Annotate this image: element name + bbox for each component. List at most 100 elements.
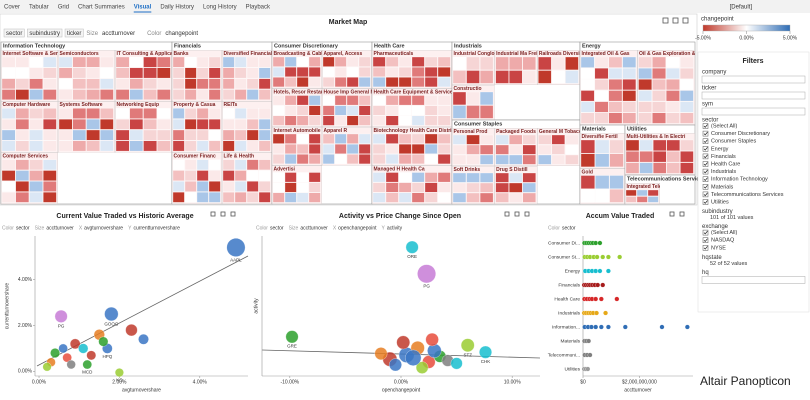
checkbox[interactable] <box>702 245 709 251</box>
dot[interactable] <box>595 282 601 288</box>
point[interactable] <box>125 324 138 337</box>
point[interactable] <box>405 349 422 366</box>
chart-control[interactable]: acctturnover <box>46 225 74 231</box>
chart-control[interactable]: currentturnovershare <box>133 225 180 231</box>
dot[interactable] <box>605 324 611 330</box>
tab[interactable]: Long History <box>203 5 237 11</box>
hierarchy-chip[interactable] <box>27 28 63 38</box>
chart-control[interactable]: avgturnovershare <box>84 225 123 231</box>
filter-input[interactable] <box>701 75 806 84</box>
point[interactable] <box>285 330 299 344</box>
map-control[interactable]: acctturnover <box>102 31 135 37</box>
point[interactable] <box>389 358 402 372</box>
dot[interactable] <box>594 310 599 316</box>
point[interactable] <box>138 333 149 345</box>
point[interactable] <box>69 338 81 350</box>
checkbox[interactable] <box>702 161 709 167</box>
panel-icons[interactable] <box>210 17 689 217</box>
point[interactable] <box>374 347 388 360</box>
map-control[interactable]: changepoint <box>165 31 198 37</box>
tab[interactable]: Playback <box>246 5 271 11</box>
dot[interactable] <box>622 324 628 330</box>
dot[interactable] <box>603 310 609 316</box>
dot[interactable] <box>589 324 594 330</box>
dot[interactable] <box>597 240 603 246</box>
dot[interactable] <box>598 324 604 330</box>
dot[interactable] <box>585 366 591 372</box>
tab[interactable]: Chart Summaries <box>78 5 125 11</box>
filter-input[interactable] <box>701 107 806 116</box>
point[interactable] <box>50 348 61 358</box>
filter-summary[interactable]: 101 of 101 values <box>710 215 754 221</box>
profile-select[interactable]: [Default] <box>730 5 753 11</box>
tile <box>595 153 610 168</box>
checkbox[interactable] <box>702 153 709 160</box>
dot[interactable] <box>598 296 604 302</box>
tab[interactable]: Daily History <box>160 5 194 11</box>
point[interactable] <box>62 352 72 363</box>
point[interactable] <box>427 343 442 358</box>
point[interactable] <box>415 361 429 374</box>
point[interactable] <box>104 307 119 322</box>
dot[interactable] <box>593 268 599 274</box>
point[interactable] <box>460 338 475 352</box>
dot[interactable] <box>600 254 606 260</box>
dot[interactable] <box>597 268 603 274</box>
tab[interactable]: Grid <box>58 5 69 11</box>
dot[interactable] <box>593 324 599 330</box>
point[interactable] <box>425 333 439 347</box>
checkbox[interactable] <box>702 199 709 205</box>
chart-control[interactable]: acctturnover <box>300 225 328 231</box>
dot[interactable] <box>593 296 599 302</box>
dot[interactable] <box>600 282 606 288</box>
checkbox[interactable] <box>702 176 709 182</box>
point[interactable] <box>42 362 52 372</box>
dot[interactable] <box>587 352 593 358</box>
filter-summary[interactable]: 52 of 52 values <box>710 261 748 267</box>
dot[interactable] <box>684 324 690 330</box>
checkbox[interactable] <box>702 168 709 175</box>
checkbox[interactable] <box>702 146 709 152</box>
point[interactable] <box>417 264 436 284</box>
tab[interactable]: Tabular <box>29 5 49 11</box>
checkbox[interactable] <box>702 229 709 236</box>
checkbox[interactable] <box>702 123 709 129</box>
chart-control[interactable]: sector <box>562 225 576 231</box>
point[interactable] <box>450 357 463 370</box>
chart-control[interactable]: sector <box>270 225 284 231</box>
dot[interactable] <box>659 324 665 330</box>
point[interactable] <box>405 240 419 254</box>
point[interactable] <box>78 343 89 354</box>
checkbox[interactable] <box>702 237 709 243</box>
point[interactable] <box>66 359 76 370</box>
point[interactable] <box>396 335 411 350</box>
tab[interactable]: Visual <box>134 5 152 11</box>
dot[interactable] <box>605 268 611 274</box>
checkbox[interactable] <box>702 191 709 198</box>
hierarchy-chip[interactable] <box>64 28 84 38</box>
point[interactable] <box>98 336 109 347</box>
hierarchy-chip[interactable] <box>3 28 25 38</box>
point[interactable] <box>82 359 92 370</box>
point[interactable] <box>226 238 246 257</box>
chart-control[interactable]: sector <box>16 225 30 231</box>
checkbox[interactable] <box>702 130 709 137</box>
point[interactable] <box>54 309 68 323</box>
chart-control[interactable]: activity <box>387 225 403 231</box>
point[interactable] <box>114 368 124 377</box>
dot[interactable] <box>605 254 611 260</box>
checkbox[interactable] <box>702 184 709 190</box>
dot[interactable] <box>593 240 599 246</box>
filter-input[interactable] <box>701 276 806 284</box>
dot[interactable] <box>586 338 592 344</box>
chart-control[interactable]: openchangepoint <box>338 225 377 231</box>
tab[interactable]: Cover <box>4 5 20 11</box>
dot[interactable] <box>614 296 620 302</box>
point[interactable] <box>86 350 97 361</box>
dot[interactable] <box>594 254 600 260</box>
checkbox[interactable] <box>702 138 709 144</box>
point[interactable] <box>58 343 68 354</box>
dot[interactable] <box>617 254 623 260</box>
filter-input[interactable] <box>701 91 806 100</box>
point[interactable] <box>479 345 492 359</box>
